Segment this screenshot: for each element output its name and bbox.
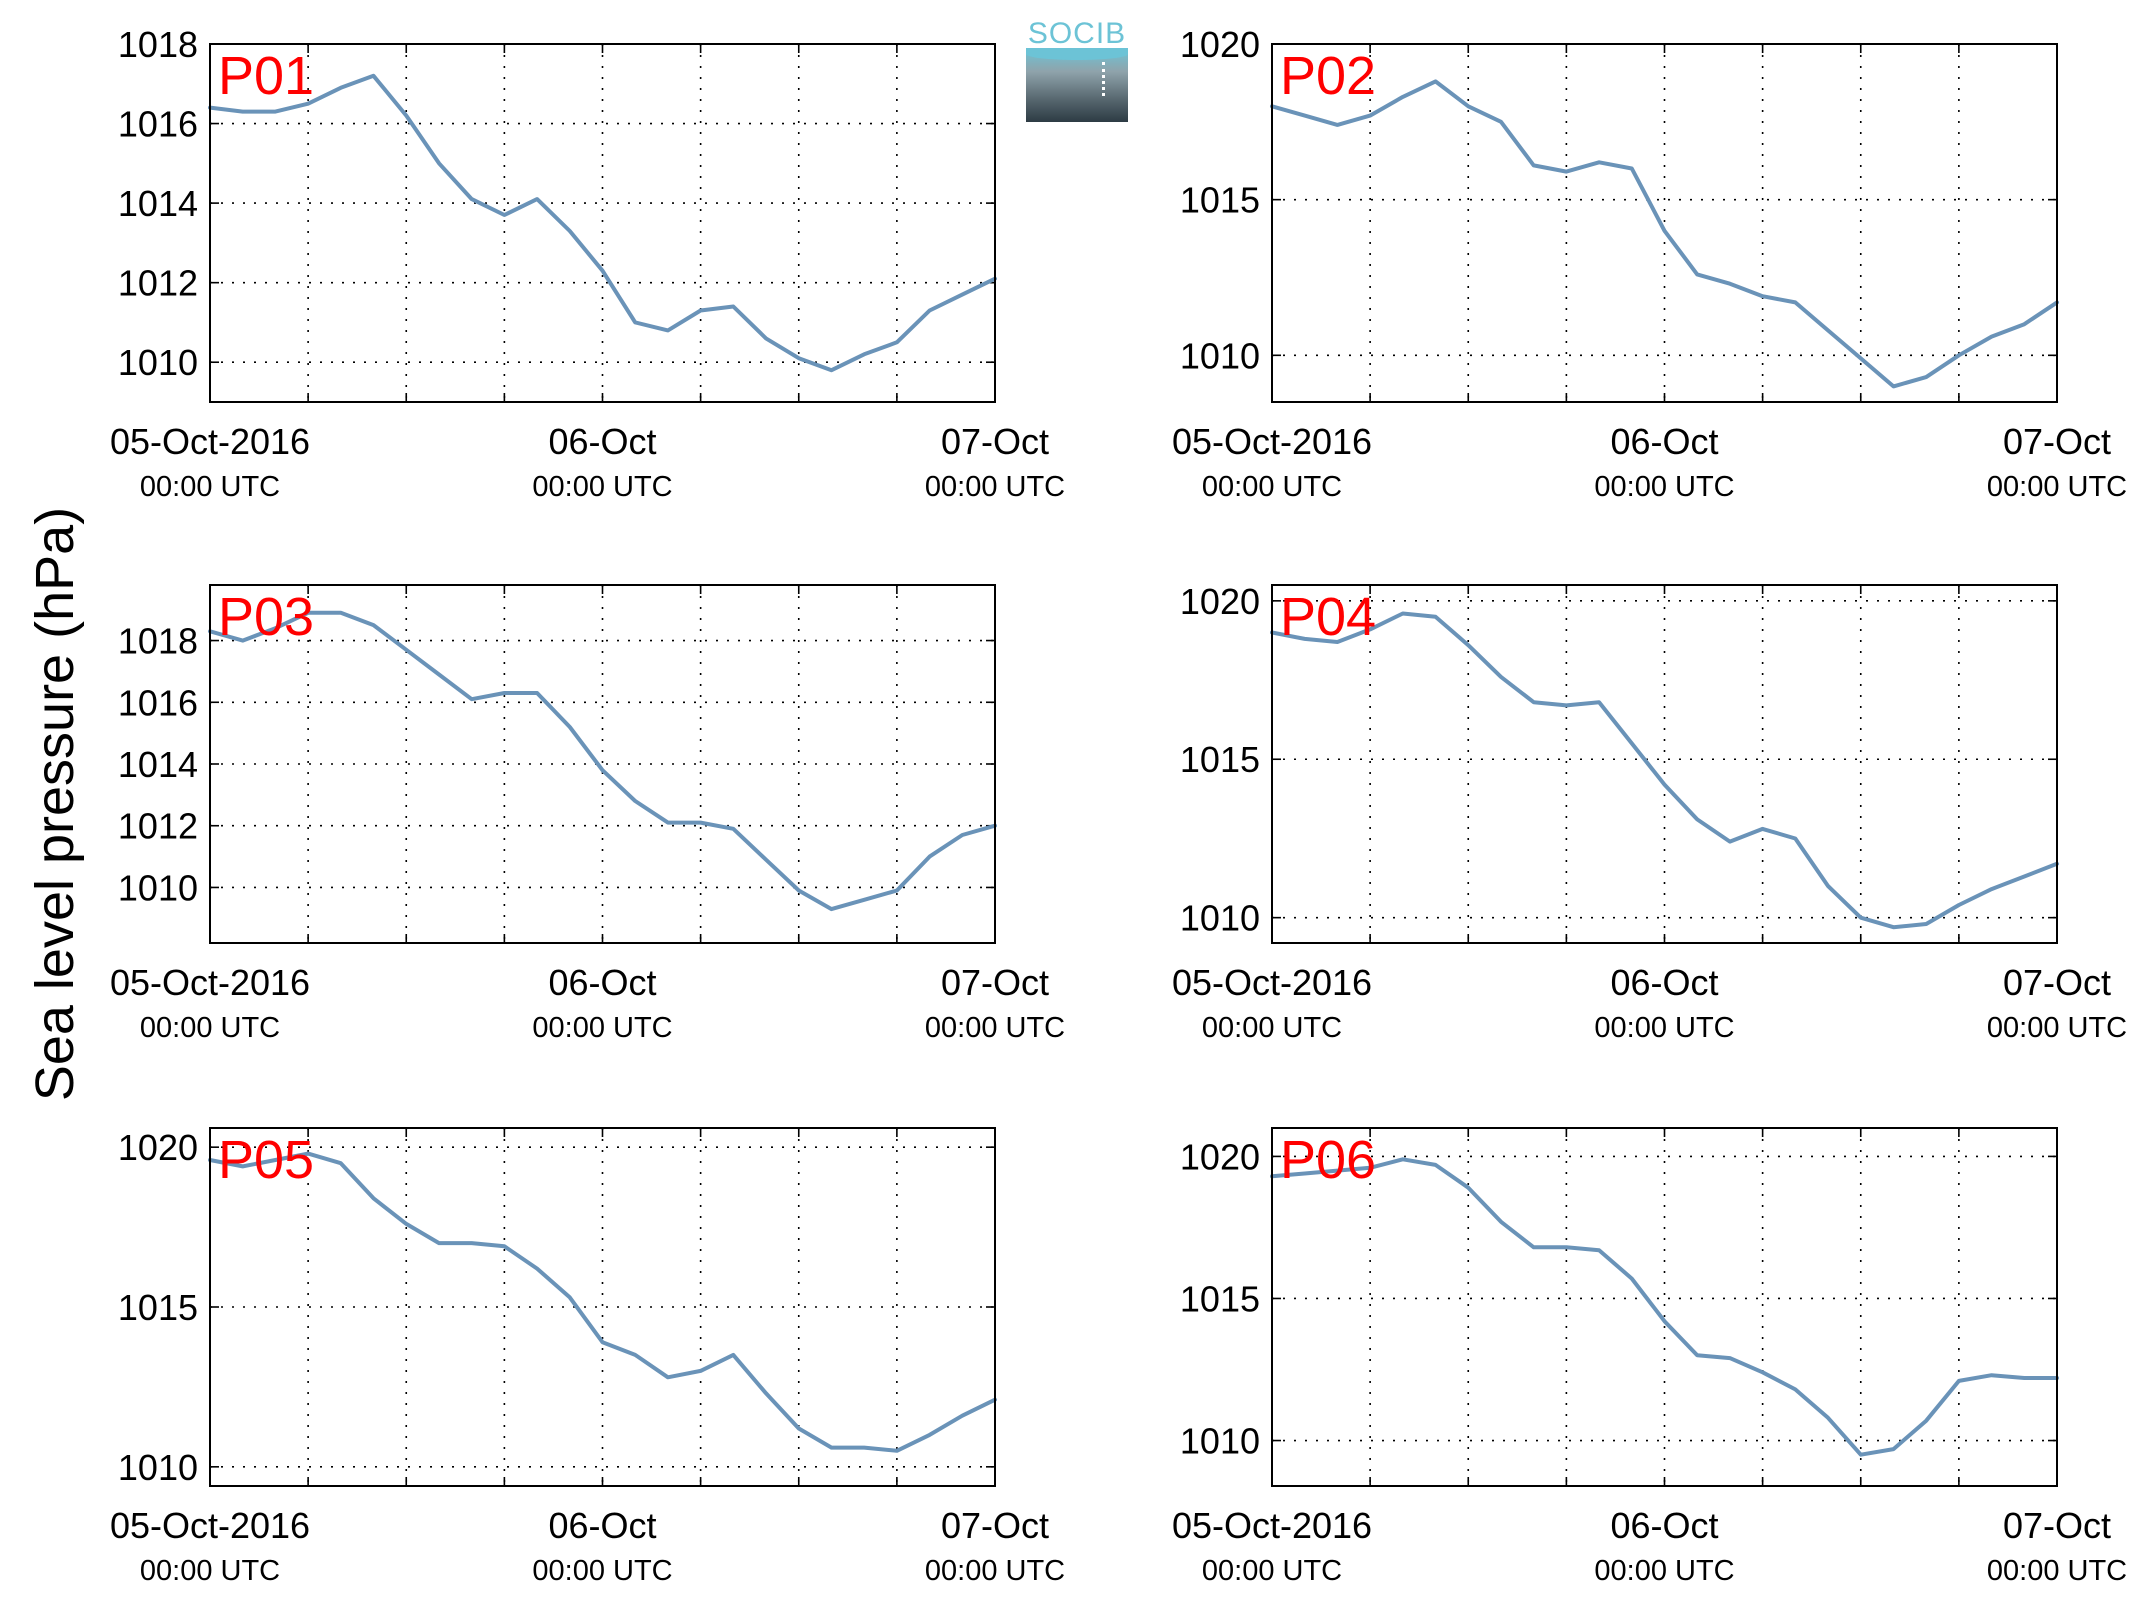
pressure-series-line: [208, 1151, 997, 1453]
logo-block: [1026, 50, 1128, 122]
y-tick-label: 1012: [118, 263, 198, 304]
x-tick-time-label: 00:00 UTC: [1202, 1012, 1342, 1044]
x-tick-time-label: 00:00 UTC: [532, 471, 672, 503]
x-tick-label: 07-Oct: [2003, 962, 2111, 1003]
y-tick-label: 1010: [1180, 1421, 1260, 1462]
station-label: P05: [218, 1130, 314, 1190]
x-tick-label: 07-Oct: [2003, 421, 2111, 462]
logo-text: SOCIB: [1027, 17, 1127, 50]
x-tick-label: 07-Oct: [941, 421, 1049, 462]
x-tick-time-label: 00:00 UTC: [1594, 1555, 1734, 1587]
socib-logo: SOCIB: [1026, 18, 1128, 122]
x-tick-time-label: 00:00 UTC: [925, 1012, 1065, 1044]
x-tick-label: 05-Oct-2016: [110, 1505, 310, 1546]
x-tick-time-label: 00:00 UTC: [925, 1555, 1065, 1587]
y-tick-label: 1014: [118, 744, 198, 785]
y-tick-label: 1015: [118, 1287, 198, 1328]
y-tick-label: 1010: [118, 867, 198, 908]
x-tick-label: 06-Oct: [548, 1505, 656, 1546]
x-tick-label: 05-Oct-2016: [1172, 962, 1372, 1003]
pressure-series-line: [208, 73, 997, 373]
x-tick-label: 06-Oct: [1610, 1505, 1718, 1546]
x-tick-time-label: 00:00 UTC: [1202, 1555, 1342, 1587]
x-tick-label: 06-Oct: [548, 421, 656, 462]
x-tick-label: 05-Oct-2016: [1172, 421, 1372, 462]
station-label: P03: [218, 587, 314, 647]
axes-frame: [209, 584, 996, 944]
y-tick-label: 1015: [1180, 739, 1260, 780]
logo-mast: [1102, 62, 1105, 96]
logo-wave: [1026, 48, 1128, 60]
station-label: P02: [1280, 46, 1376, 106]
y-tick-label: 1020: [1180, 24, 1260, 65]
axes-frame: [209, 43, 996, 403]
y-tick-label: 1018: [118, 24, 198, 65]
axes-frame: [1271, 1127, 2058, 1487]
x-tick-label: 07-Oct: [941, 1505, 1049, 1546]
x-tick-time-label: 00:00 UTC: [140, 471, 280, 503]
x-tick-time-label: 00:00 UTC: [1987, 1555, 2127, 1587]
x-tick-time-label: 00:00 UTC: [1202, 471, 1342, 503]
x-tick-time-label: 00:00 UTC: [925, 471, 1065, 503]
x-tick-time-label: 00:00 UTC: [140, 1012, 280, 1044]
axes-frame: [1271, 584, 2058, 944]
y-tick-label: 1020: [118, 1127, 198, 1168]
axes-frame: [1271, 43, 2058, 403]
pressure-series-line: [1270, 611, 2059, 930]
panel-p04: 1010 1015 1020 P04 05-Oct-2016 00:00 UTC 06-Oc…: [1172, 581, 2127, 1044]
x-tick-label: 07-Oct: [941, 962, 1049, 1003]
x-tick-time-label: 00:00 UTC: [532, 1555, 672, 1587]
x-tick-time-label: 00:00 UTC: [1594, 1012, 1734, 1044]
y-tick-label: 1016: [118, 104, 198, 145]
y-tick-label: 1020: [1180, 1136, 1260, 1177]
station-label: P01: [218, 46, 314, 106]
x-tick-label: 07-Oct: [2003, 1505, 2111, 1546]
panel-p06: 1010 1015 1020 P06 05-Oct-2016 00:00 UTC 06-Oc…: [1172, 1127, 2127, 1587]
y-tick-label: 1015: [1180, 180, 1260, 221]
x-tick-time-label: 00:00 UTC: [140, 1555, 280, 1587]
y-tick-label: 1020: [1180, 581, 1260, 622]
axes-frame: [209, 1127, 996, 1487]
panel-p01: 1010 1012 1014 1016 1018 P01 05-Oct-2016 00:00 …: [110, 24, 1065, 503]
y-tick-label: 1014: [118, 183, 198, 224]
x-tick-time-label: 00:00 UTC: [1987, 471, 2127, 503]
y-tick-label: 1012: [118, 806, 198, 847]
station-label: P06: [1280, 1130, 1376, 1190]
panel-p03: 1010 1012 1014 1016 1018 P03 05-Oct-2016 00:00 …: [110, 584, 1065, 1044]
station-label: P04: [1280, 587, 1376, 647]
y-tick-label: 1010: [1180, 898, 1260, 939]
x-tick-time-label: 00:00 UTC: [1987, 1012, 2127, 1044]
y-tick-label: 1016: [118, 682, 198, 723]
x-tick-label: 05-Oct-2016: [110, 962, 310, 1003]
y-tick-label: 1010: [118, 342, 198, 383]
y-axis-label: Sea level pressure (hPa): [25, 506, 85, 1102]
x-tick-time-label: 00:00 UTC: [1594, 471, 1734, 503]
x-tick-label: 06-Oct: [548, 962, 656, 1003]
x-tick-label: 05-Oct-2016: [110, 421, 310, 462]
pressure-series-line: [1270, 1157, 2059, 1457]
pressure-series-line: [208, 610, 997, 912]
y-tick-label: 1010: [118, 1447, 198, 1488]
x-tick-label: 06-Oct: [1610, 421, 1718, 462]
panel-p05: 1010 1015 1020 P05 05-Oct-2016 00:00 UTC 06-Oc…: [110, 1127, 1065, 1587]
panel-p02: 1010 1015 1020 P02 05-Oct-2016 00:00 UTC 06-Oc…: [1172, 24, 2127, 503]
y-tick-label: 1018: [118, 621, 198, 662]
y-tick-label: 1010: [1180, 335, 1260, 376]
x-tick-label: 05-Oct-2016: [1172, 1505, 1372, 1546]
pressure-series-line: [1270, 79, 2059, 389]
x-tick-label: 06-Oct: [1610, 962, 1718, 1003]
x-tick-time-label: 00:00 UTC: [532, 1012, 672, 1044]
y-tick-label: 1015: [1180, 1278, 1260, 1319]
